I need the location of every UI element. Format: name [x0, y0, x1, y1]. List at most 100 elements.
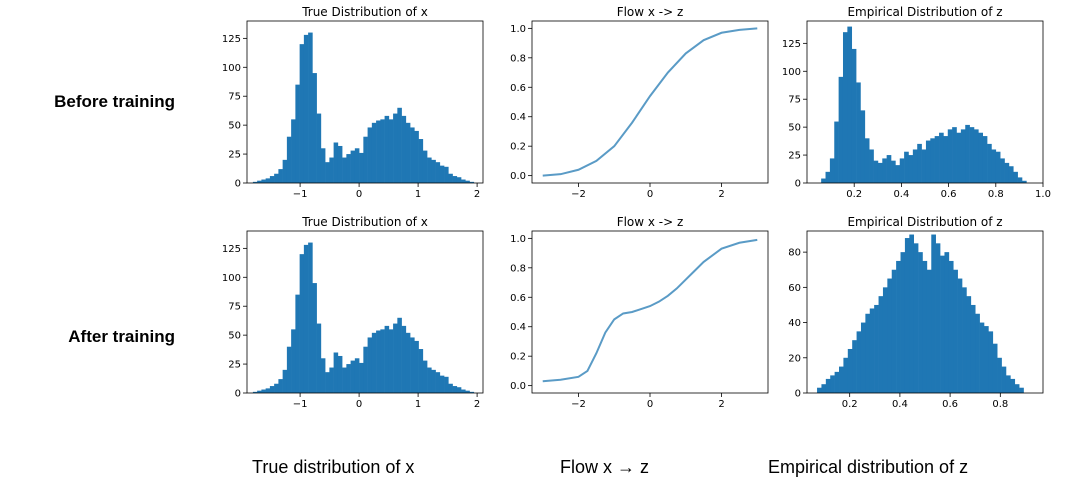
histogram-bar: [926, 269, 932, 393]
histogram-bar: [973, 129, 979, 183]
y-tick-label: 1.0: [510, 234, 526, 245]
histogram-bar: [252, 181, 258, 183]
histogram-bar: [978, 132, 984, 183]
histogram-bar: [359, 152, 364, 183]
y-tick-label: 0.0: [510, 171, 526, 182]
y-tick-label: 20: [788, 353, 801, 364]
histogram-bar: [333, 352, 339, 393]
histogram-bar: [354, 148, 360, 183]
chart-before-true-x: True Distribution of x −1 0 1 2 0 25 50 75 100 125: [222, 5, 484, 200]
histogram-bar: [274, 383, 279, 393]
y-tick-label: 0.2: [510, 352, 526, 363]
histogram-bar: [896, 260, 901, 393]
histogram-bar: [1000, 158, 1005, 183]
histogram-bar: [991, 149, 997, 183]
chart-before-empirical-z: Empirical Distribution of z 0.2 0.4 0.6 0.8 1…: [782, 5, 1051, 200]
y-tick-label: 100: [222, 273, 241, 284]
histogram-bar: [912, 149, 918, 183]
axes-frame: [246, 20, 484, 184]
histogram-bar: [922, 260, 928, 393]
x-tick-label: 2: [718, 399, 724, 410]
histogram-bar: [952, 127, 957, 183]
histogram-bar: [320, 358, 326, 393]
histogram-bar: [957, 278, 963, 393]
histogram-bar: [821, 178, 826, 183]
histogram-bar: [320, 148, 326, 183]
panel-before-flow: Flow x -> z −2 0 2 0.0 0.2 0.4 0.6 0.8 1.0: [500, 4, 785, 209]
histogram-bar: [469, 391, 475, 393]
histogram-bar: [939, 132, 944, 183]
histogram-bar: [984, 326, 989, 393]
histogram-bar: [342, 367, 347, 393]
histogram-bar: [431, 369, 436, 393]
histogram-bar: [265, 178, 271, 183]
chart-title: Empirical Distribution of z: [847, 5, 1002, 19]
histogram-bar: [461, 179, 466, 183]
panel-before-empirical-z: Empirical Distribution of z 0.2 0.4 0.6 0.8 1…: [775, 4, 1060, 209]
histogram-bar: [917, 143, 922, 183]
panel-after-true-x: True Distribution of x −1 0 1 2 0 25 50 75 100 125: [215, 214, 500, 419]
histogram-bar: [838, 76, 844, 183]
histogram-bar: [895, 165, 901, 183]
histogram-bar: [465, 390, 470, 393]
histogram-bar: [891, 269, 897, 393]
histogram-bar: [286, 346, 292, 393]
y-tick-label: 40: [788, 318, 801, 329]
histogram-bar: [452, 386, 458, 393]
histogram-bar: [825, 171, 831, 183]
y-tick-label: 0.6: [510, 83, 526, 94]
histogram-bar: [900, 252, 906, 393]
histogram-bar: [418, 139, 424, 183]
histogram-bar: [899, 158, 905, 183]
y-tick-label: 25: [228, 150, 241, 161]
axes-frame: [246, 230, 484, 394]
histogram-bar: [887, 278, 893, 393]
histogram-bar: [904, 151, 909, 183]
histogram-bar: [834, 121, 839, 183]
y-tick-label: 100: [782, 67, 801, 78]
y-tick-label: 0.2: [510, 142, 526, 153]
y-tick-label: 0: [235, 389, 241, 400]
histogram-bar: [346, 154, 351, 183]
x-tick-label: 0.2: [842, 399, 858, 410]
axes-frame: [531, 20, 769, 184]
y-tick-label: 75: [228, 92, 241, 103]
histogram-bar: [962, 287, 967, 393]
chart-title: True Distribution of x: [301, 5, 428, 19]
axes-frame: [806, 20, 1044, 184]
histogram-bar: [337, 355, 343, 393]
histogram-bar: [882, 287, 888, 393]
histogram-bar: [1017, 177, 1023, 183]
histogram-bar: [852, 340, 857, 393]
histogram-bar: [286, 136, 292, 183]
chart-title: True Distribution of x: [301, 215, 428, 229]
histogram-bar: [1021, 180, 1027, 183]
chart-after-true-x: True Distribution of x −1 0 1 2 0 25 50 75 100 125: [222, 215, 484, 410]
y-tick-label: 50: [788, 123, 801, 134]
histogram-bar: [388, 329, 394, 393]
histogram-bar: [282, 159, 288, 183]
y-tick-label: 75: [788, 95, 801, 106]
histogram-bar: [329, 367, 334, 393]
panel-after-empirical-z: Empirical Distribution of z 0.2 0.4 0.6 0.8 0…: [775, 214, 1060, 419]
histogram-bar: [337, 145, 343, 183]
histogram-bar: [930, 138, 935, 183]
histogram-bar: [371, 122, 377, 183]
histogram-bar: [913, 243, 919, 393]
y-tick-label: 50: [228, 331, 241, 342]
row-label-before: Before training: [54, 92, 175, 111]
x-tick-label: 0.4: [892, 399, 908, 410]
histogram-bar: [456, 387, 462, 393]
histogram-bar: [891, 160, 896, 183]
histogram-bar: [979, 322, 985, 393]
histogram-bar: [1001, 366, 1007, 393]
histogram-bar: [278, 169, 283, 183]
histogram-bar: [257, 180, 262, 183]
y-tick-label: 60: [788, 283, 801, 294]
histogram-bar: [934, 136, 940, 183]
histogram-bar: [456, 177, 462, 183]
histogram-bar: [851, 48, 857, 184]
histogram-bar: [953, 269, 958, 393]
chart-title: Flow x -> z: [617, 5, 684, 19]
histogram-bar: [414, 130, 419, 183]
